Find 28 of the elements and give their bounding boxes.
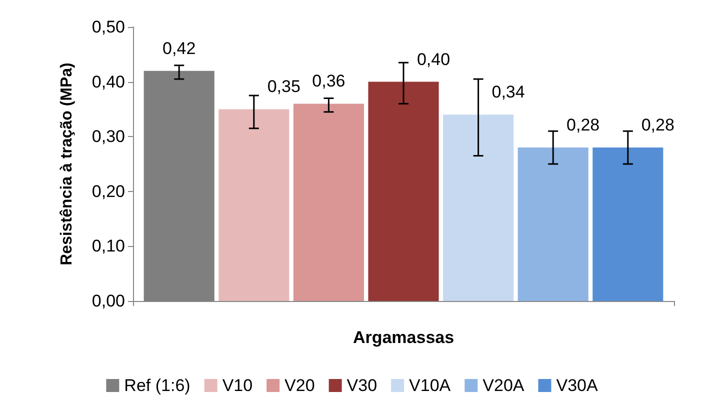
legend-label: V20 [284,376,315,395]
bar [218,109,290,301]
y-tick-label: 0,10 [92,236,125,256]
y-axis-title: Resistência à tração (MPa) [58,62,76,266]
legend-label: V10A [409,376,452,395]
x-axis-title: Argamassas [352,328,454,347]
data-label: 0,35 [267,77,300,96]
data-label: 0,28 [566,116,600,135]
y-tick-label: 0,50 [92,18,125,36]
bar [293,104,364,301]
data-label: 0,28 [641,116,674,135]
bar [443,114,514,301]
legend-label: V10 [222,376,253,395]
y-tick-label: 0,30 [92,127,125,146]
bar [592,148,664,301]
y-tick-label: 0,40 [92,72,125,92]
legend-label: V20A [482,376,525,395]
data-label: 0,34 [492,82,525,102]
y-tick-label: 0,20 [92,182,125,201]
data-label: 0,42 [162,38,196,58]
y-tick-label: 0,00 [92,292,125,310]
bar [518,148,588,301]
data-label: 0,40 [416,50,450,69]
legend-label: V30A [556,376,598,395]
legend-label: V30 [346,376,378,395]
legend-label: Ref (1:6) [124,376,190,395]
data-label: 0,36 [312,72,346,91]
bar [368,82,439,301]
